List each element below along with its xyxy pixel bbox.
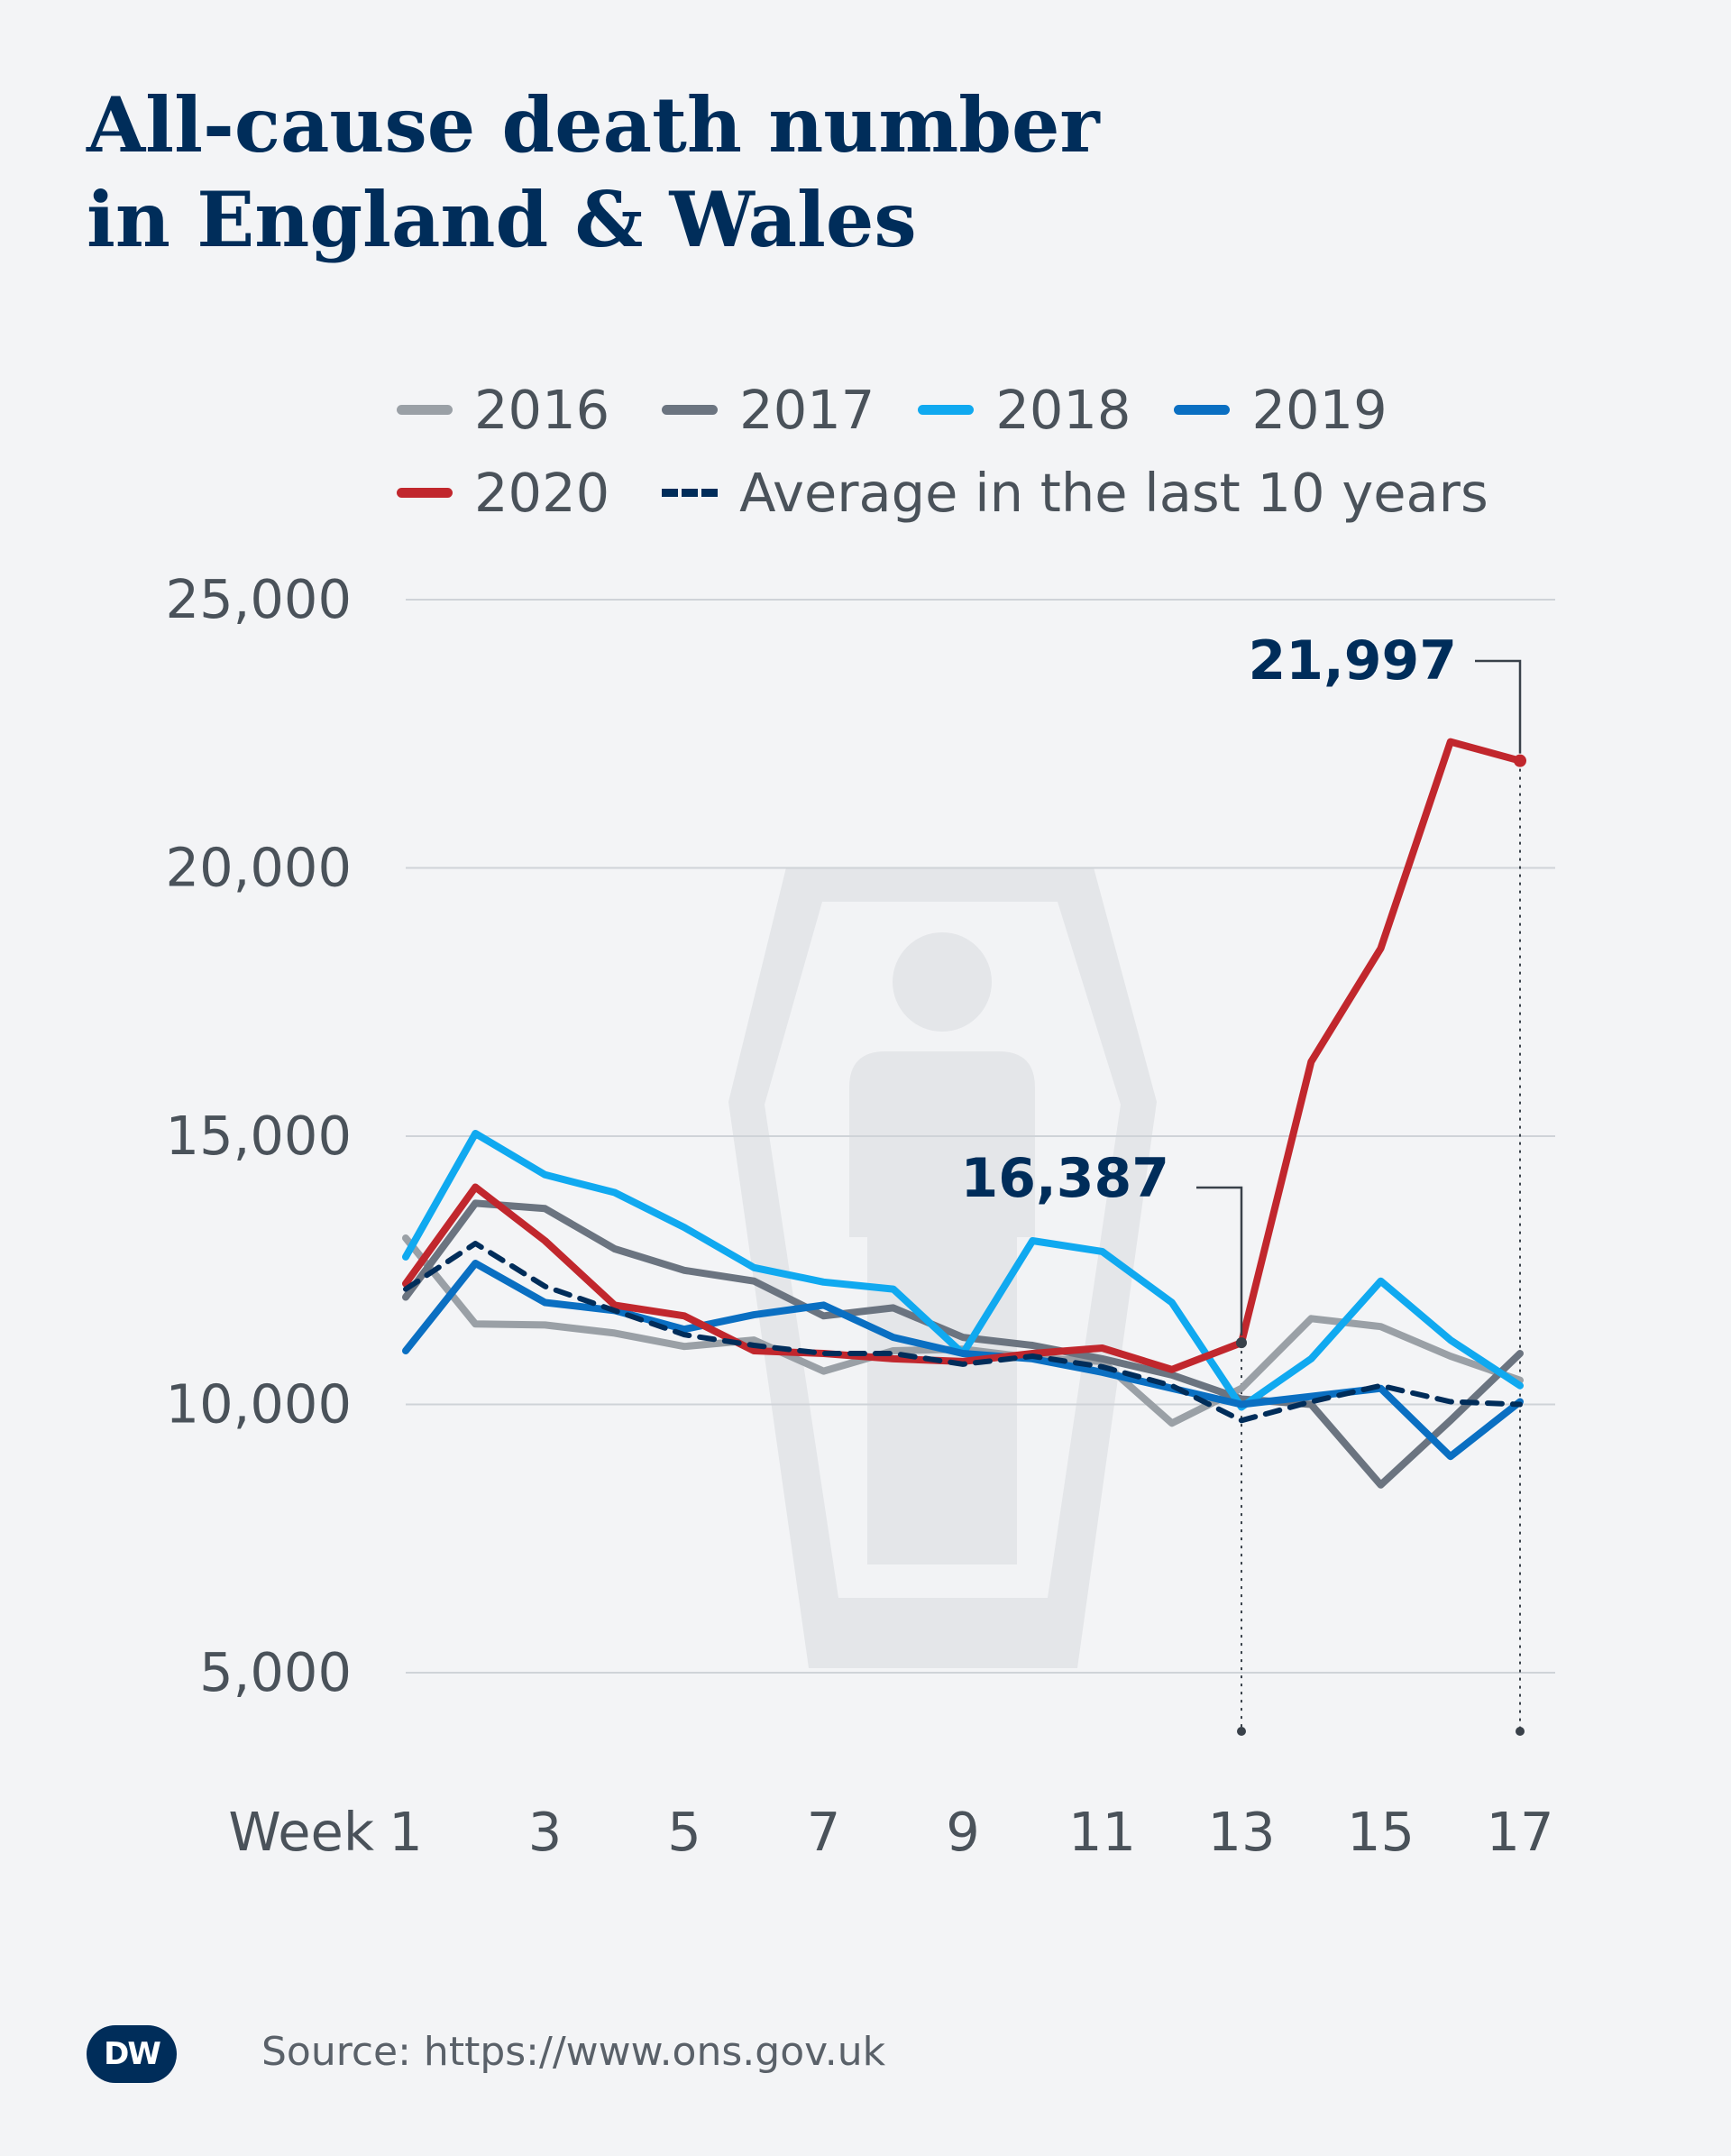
legend-label: 2017: [739, 378, 875, 441]
legend: 2016 2017 2018 2019 2020 Average in: [397, 368, 1569, 534]
legend-row-1: 2016 2017 2018 2019: [397, 368, 1569, 451]
x-tick-label: 11: [1068, 1801, 1136, 1863]
coffin-person-icon: [728, 867, 1157, 1668]
series-line-2017: [402, 1199, 1524, 1489]
y-tick-label: 25,000: [166, 568, 352, 630]
annotation-label: 16,387: [960, 1147, 1169, 1210]
grid: [406, 599, 1555, 1674]
annotations: 16,387 21,997: [960, 629, 1526, 1349]
x-tick-label: 7: [807, 1801, 841, 1863]
dw-logo: DW: [87, 2025, 177, 2083]
legend-label: 2016: [474, 378, 610, 441]
legend-label: 2020: [474, 461, 610, 524]
legend-row-2: 2020 Average in the last 10 years: [397, 451, 1569, 534]
x-tick-label: 3: [528, 1801, 563, 1863]
x-tick-label: 5: [667, 1801, 701, 1863]
legend-swatch: [662, 488, 719, 497]
y-tick-label: 15,000: [166, 1105, 352, 1167]
chart-title-line-2: in England & Wales: [87, 175, 917, 264]
series-line-2019: [402, 1260, 1524, 1461]
legend-swatch: [397, 404, 453, 415]
annotation-dot: [1236, 1337, 1247, 1349]
series-line-average-in-the-last-10-years: [403, 1241, 1523, 1424]
chart-title: All-cause death number in England & Wale…: [87, 78, 1619, 267]
x-tick-label: 13: [1207, 1801, 1275, 1863]
legend-swatch: [397, 487, 453, 498]
legend-swatch: [662, 404, 719, 415]
legend-item-2016: 2016: [397, 379, 609, 441]
annotation-label: 21,997: [1248, 629, 1457, 693]
legend-item-2019: 2019: [1174, 378, 1388, 441]
legend-item-2017: 2017: [662, 379, 875, 441]
legend-label: Average in the last 10 years: [739, 461, 1488, 524]
legend-item-average: Average in the last 10 years: [662, 462, 1488, 524]
annotation-leader: [1475, 659, 1522, 754]
chart-title-line-1: All-cause death number: [87, 80, 1100, 170]
x-tick-label: 9: [946, 1801, 980, 1863]
legend-swatch: [1174, 404, 1231, 415]
legend-item-2018: 2018: [918, 379, 1131, 441]
annotation-leader: [1196, 1186, 1243, 1336]
source-note: Source: https://www.ons.gov.uk: [261, 2029, 886, 2075]
y-tick-label: 5,000: [199, 1641, 352, 1703]
y-axis: 5,000 10,000 15,000 20,000 25,000: [166, 568, 352, 1703]
legend-label: 2019: [1251, 378, 1388, 441]
guide-end-dot: [1516, 1727, 1525, 1736]
legend-item-2020: 2020: [397, 462, 609, 524]
guide-end-dot: [1237, 1727, 1246, 1736]
person-head: [893, 932, 992, 1032]
y-tick-label: 20,000: [166, 837, 352, 899]
x-axis: Week 1 3 5 7 9 11 13 15 17: [228, 1801, 1553, 1863]
x-tick-label: 1: [389, 1801, 423, 1863]
person-body: [849, 1051, 1035, 1564]
x-tick-label: 15: [1347, 1801, 1415, 1863]
y-tick-label: 10,000: [166, 1373, 352, 1436]
legend-label: 2018: [995, 378, 1131, 441]
annotation-dot: [1514, 754, 1526, 767]
series-lines: [402, 738, 1524, 1489]
x-axis-label: Week: [228, 1801, 374, 1863]
legend-swatch: [918, 404, 975, 415]
annotation-guides: [1237, 760, 1525, 1736]
x-tick-label: 17: [1486, 1801, 1553, 1863]
